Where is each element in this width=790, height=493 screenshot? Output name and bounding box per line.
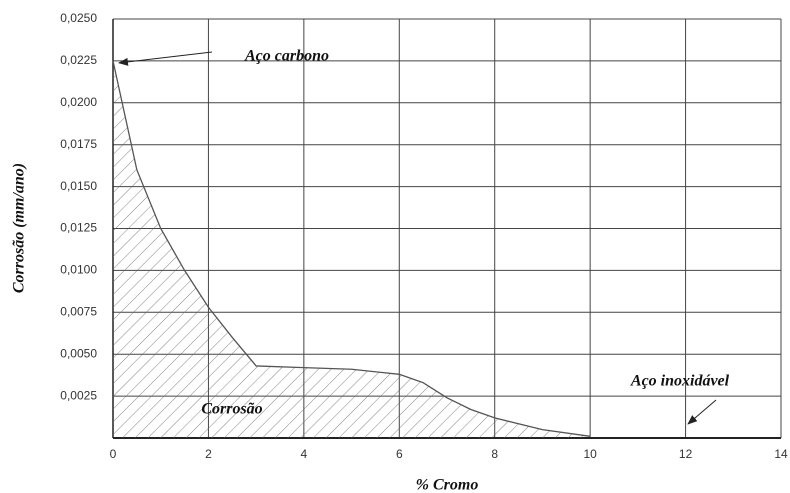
annotation: Aço inoxidável [630, 373, 730, 390]
x-tick-label: 8 [491, 447, 498, 461]
y-tick-label: 0,0025 [60, 388, 97, 402]
y-tick-label: 0,0225 [60, 53, 97, 67]
x-axis-label: % Cromo [416, 477, 479, 493]
y-tick-label: 0,0175 [60, 137, 97, 151]
x-tick-label: 12 [679, 447, 693, 461]
y-tick-label: 0,0250 [60, 11, 97, 25]
y-tick-label: 0,0100 [60, 263, 97, 277]
x-tick-label: 14 [774, 447, 788, 461]
area-fill [113, 60, 591, 439]
y-axis-label: Corrosão (mm/ano) [11, 163, 28, 293]
x-tick-label: 0 [110, 447, 117, 461]
annotation-arrow [687, 399, 717, 425]
y-tick-label: 0,0125 [60, 221, 97, 235]
x-tick-label: 10 [583, 447, 597, 461]
x-tick-label: 4 [301, 447, 308, 461]
annotation: Aço carbono [244, 48, 329, 65]
y-tick-label: 0,0050 [60, 346, 97, 360]
y-tick-label: 0,0075 [60, 304, 97, 318]
y-tick-label: 0,0200 [60, 95, 97, 109]
y-tick-label: 0,0150 [60, 179, 97, 193]
annotation: Corrosão [201, 401, 262, 418]
annotation-arrow [118, 51, 213, 66]
area-line [112, 60, 591, 437]
x-tick-label: 2 [205, 447, 212, 461]
x-tick-label: 6 [396, 447, 403, 461]
